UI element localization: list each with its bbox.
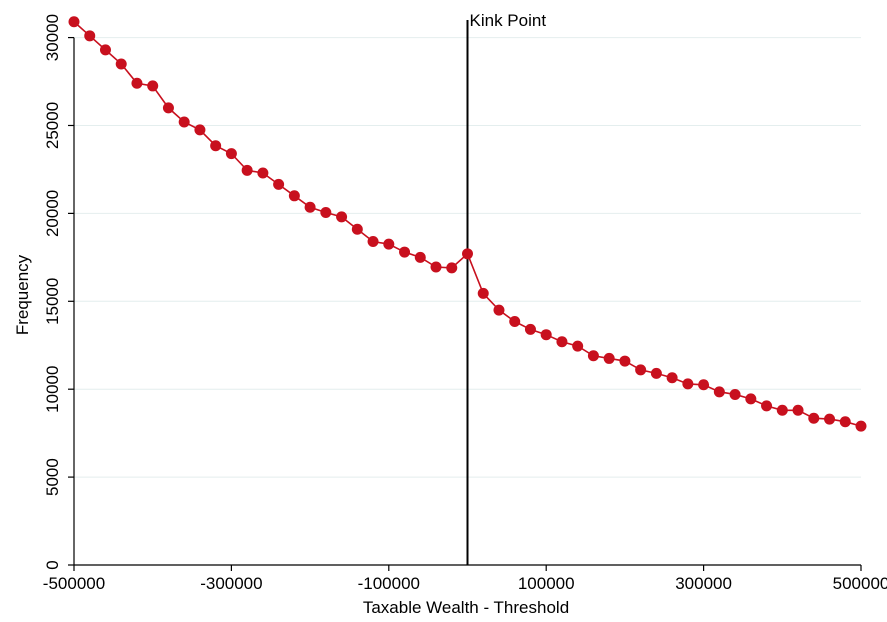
data-point (131, 77, 143, 89)
data-point (414, 251, 426, 263)
data-point (320, 207, 332, 219)
data-point (162, 102, 174, 114)
y-axis-title: Frequency (13, 254, 32, 335)
data-point (477, 287, 489, 299)
data-point (430, 261, 442, 273)
data-point (446, 262, 458, 274)
data-point (336, 211, 348, 223)
data-point (399, 246, 411, 258)
data-point (210, 140, 222, 152)
data-point (808, 412, 820, 424)
y-tick-label: 0 (43, 560, 62, 569)
data-point (383, 238, 395, 250)
data-point (729, 388, 741, 400)
data-point (745, 393, 757, 405)
data-point (698, 379, 710, 391)
kink-label: Kink Point (470, 11, 547, 30)
data-point (587, 350, 599, 362)
data-point (178, 116, 190, 128)
data-point (839, 416, 851, 428)
data-point (225, 148, 237, 160)
data-point (556, 336, 568, 348)
y-axis: 0 5000 10000 15000 20000 25000 30000 (43, 14, 75, 570)
data-point (99, 44, 111, 56)
y-tick-label: 15000 (43, 278, 62, 325)
y-tick-label: 30000 (43, 14, 62, 61)
data-point (792, 404, 804, 416)
x-axis-title: Taxable Wealth - Threshold (363, 598, 569, 617)
kink-marker: Kink Point (466, 11, 547, 565)
series (68, 16, 867, 432)
data-point (855, 420, 867, 432)
x-tick-label: 300000 (675, 574, 732, 593)
x-tick-label: -100000 (358, 574, 420, 593)
data-point (241, 164, 253, 176)
data-point (713, 386, 725, 398)
data-point (367, 236, 379, 248)
x-tick-label: 500000 (833, 574, 887, 593)
data-point (68, 16, 80, 28)
data-point (257, 167, 269, 179)
y-tick-label: 10000 (43, 366, 62, 413)
data-point (273, 178, 285, 190)
data-point (115, 58, 127, 70)
data-point (603, 352, 615, 364)
data-point (351, 223, 363, 235)
data-point (524, 323, 536, 335)
data-point (288, 190, 300, 202)
x-tick-label: -300000 (200, 574, 262, 593)
data-point (619, 355, 631, 367)
data-point (761, 400, 773, 412)
data-point (635, 364, 647, 376)
y-tick-label: 5000 (43, 458, 62, 496)
data-point (682, 378, 694, 390)
data-point (509, 316, 521, 328)
data-point (304, 201, 316, 213)
data-point (540, 329, 552, 341)
data-point (650, 367, 662, 379)
data-point (776, 404, 788, 416)
y-tick-label: 25000 (43, 102, 62, 149)
data-point (572, 340, 584, 352)
data-point (493, 304, 505, 316)
x-tick-label: 100000 (518, 574, 575, 593)
y-tick-label: 20000 (43, 190, 62, 237)
data-point (824, 413, 836, 425)
x-axis: -500000 -300000 -100000 100000 300000 500000 (43, 564, 887, 593)
data-point (147, 80, 159, 92)
data-point (194, 124, 206, 136)
data-point (666, 372, 678, 384)
x-tick-label: -500000 (43, 574, 105, 593)
data-point (462, 248, 473, 260)
data-point (84, 30, 96, 42)
